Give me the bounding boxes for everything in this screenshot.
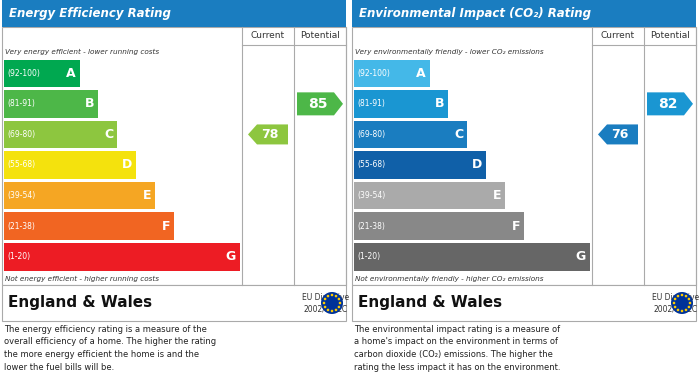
Text: B: B — [435, 97, 444, 110]
Polygon shape — [248, 124, 288, 144]
Bar — [4, 182, 155, 209]
Text: C: C — [104, 128, 113, 141]
Circle shape — [680, 310, 683, 312]
Text: Potential: Potential — [300, 32, 340, 41]
Text: Current: Current — [251, 32, 285, 41]
Text: D: D — [472, 158, 482, 172]
Polygon shape — [647, 92, 693, 115]
Text: D: D — [122, 158, 132, 172]
Text: (92-100): (92-100) — [357, 69, 390, 78]
Polygon shape — [297, 92, 343, 115]
Text: Not energy efficient - higher running costs: Not energy efficient - higher running co… — [5, 275, 159, 282]
Circle shape — [687, 306, 690, 308]
Text: Environmental Impact (CO₂) Rating: Environmental Impact (CO₂) Rating — [359, 7, 591, 20]
Bar — [352, 285, 696, 321]
Bar — [354, 182, 505, 209]
Text: 82: 82 — [658, 97, 678, 111]
Bar — [4, 59, 80, 87]
Circle shape — [324, 306, 326, 308]
Text: (21-38): (21-38) — [357, 222, 385, 231]
Circle shape — [685, 295, 687, 298]
Text: G: G — [575, 250, 586, 263]
Circle shape — [323, 302, 326, 304]
Circle shape — [335, 308, 337, 311]
Text: (69-80): (69-80) — [357, 130, 385, 139]
Circle shape — [337, 298, 340, 300]
Text: 76: 76 — [611, 128, 629, 141]
Text: B: B — [85, 97, 95, 110]
Polygon shape — [598, 124, 638, 144]
Text: C: C — [454, 128, 463, 141]
Text: Very energy efficient - lower running costs: Very energy efficient - lower running co… — [5, 48, 159, 55]
Circle shape — [330, 310, 333, 312]
Text: (39-54): (39-54) — [357, 191, 385, 200]
Circle shape — [327, 295, 329, 298]
Bar — [4, 212, 174, 240]
Bar — [354, 243, 590, 271]
Circle shape — [680, 294, 683, 296]
Text: (55-68): (55-68) — [357, 160, 385, 170]
Circle shape — [327, 308, 329, 311]
Text: 78: 78 — [261, 128, 279, 141]
Circle shape — [337, 306, 340, 308]
Circle shape — [677, 308, 679, 311]
Text: E: E — [493, 189, 501, 202]
Circle shape — [687, 298, 690, 300]
Bar — [2, 27, 346, 285]
Bar — [4, 121, 118, 148]
Text: G: G — [225, 250, 236, 263]
Circle shape — [674, 306, 676, 308]
Text: (92-100): (92-100) — [7, 69, 40, 78]
Text: F: F — [512, 220, 520, 233]
Bar — [2, 285, 346, 321]
Text: EU Directive
2002/91/EC: EU Directive 2002/91/EC — [652, 292, 699, 314]
Text: Potential: Potential — [650, 32, 690, 41]
Bar — [352, 27, 696, 285]
Circle shape — [335, 295, 337, 298]
Text: EU Directive
2002/91/EC: EU Directive 2002/91/EC — [302, 292, 349, 314]
Text: A: A — [416, 67, 426, 80]
Circle shape — [685, 308, 687, 311]
Bar — [352, 0, 696, 27]
Bar — [4, 90, 99, 118]
Text: Not environmentally friendly - higher CO₂ emissions: Not environmentally friendly - higher CO… — [355, 275, 543, 282]
Text: (21-38): (21-38) — [7, 222, 35, 231]
Text: (1-20): (1-20) — [7, 252, 30, 261]
Bar — [4, 151, 136, 179]
Bar — [354, 90, 449, 118]
Text: The energy efficiency rating is a measure of the
overall efficiency of a home. T: The energy efficiency rating is a measur… — [4, 325, 216, 371]
Circle shape — [673, 302, 675, 304]
Text: (39-54): (39-54) — [7, 191, 35, 200]
Circle shape — [339, 302, 342, 304]
Text: The environmental impact rating is a measure of
a home's impact on the environme: The environmental impact rating is a mea… — [354, 325, 561, 371]
Text: England & Wales: England & Wales — [8, 296, 152, 310]
Circle shape — [689, 302, 692, 304]
Text: (81-91): (81-91) — [357, 99, 385, 108]
Bar — [354, 151, 486, 179]
Circle shape — [674, 298, 676, 300]
Bar — [2, 0, 346, 27]
Circle shape — [330, 294, 333, 296]
Text: England & Wales: England & Wales — [358, 296, 502, 310]
Circle shape — [321, 292, 343, 314]
Circle shape — [324, 298, 326, 300]
Text: (55-68): (55-68) — [7, 160, 35, 170]
Circle shape — [677, 295, 679, 298]
Bar — [354, 121, 468, 148]
Text: 85: 85 — [308, 97, 328, 111]
Text: (1-20): (1-20) — [357, 252, 380, 261]
Text: (69-80): (69-80) — [7, 130, 35, 139]
Text: Energy Efficiency Rating: Energy Efficiency Rating — [9, 7, 171, 20]
Text: Current: Current — [601, 32, 635, 41]
Text: Very environmentally friendly - lower CO₂ emissions: Very environmentally friendly - lower CO… — [355, 48, 544, 55]
Text: (81-91): (81-91) — [7, 99, 35, 108]
Text: E: E — [143, 189, 151, 202]
Bar — [354, 59, 430, 87]
Text: A: A — [66, 67, 76, 80]
Bar — [4, 243, 240, 271]
Circle shape — [671, 292, 693, 314]
Bar — [354, 212, 524, 240]
Text: F: F — [162, 220, 170, 233]
